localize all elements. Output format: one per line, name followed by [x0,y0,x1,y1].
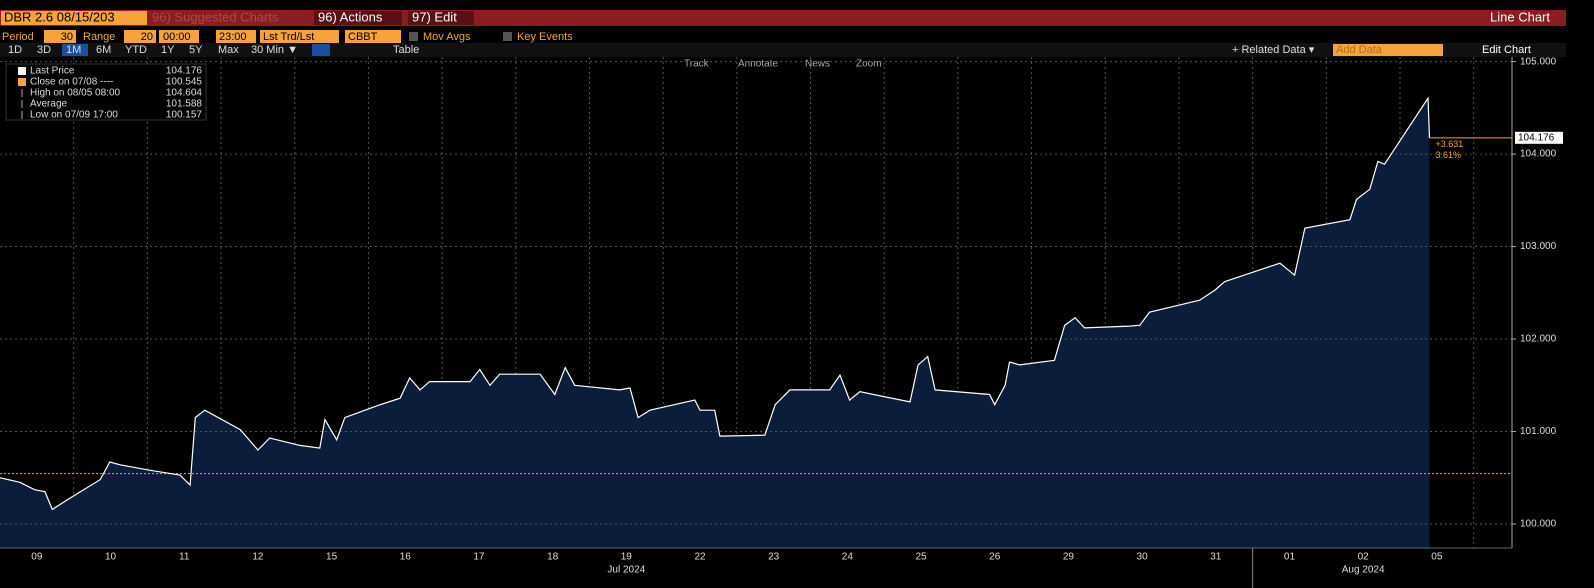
legend-label: Average [30,99,68,110]
interval[interactable]: 30 Min ▼ [251,44,298,56]
x-tick-label: 01 [1284,552,1296,563]
x-tick-label: 16 [400,552,412,563]
range-button[interactable]: 1M [66,44,81,56]
button-bg [62,44,88,56]
end-time[interactable]: 23:00 [219,31,247,43]
x-tick-label: 19 [621,552,633,563]
range[interactable]: 20 [141,31,153,43]
menu[interactable]: 96) Actions [318,9,383,24]
legend-value: 100.157 [166,110,203,121]
legend-swatch [18,78,26,86]
label: Period [2,31,34,43]
range-button[interactable]: 3D [37,44,51,56]
x-tick-label: 23 [768,552,780,563]
label: Range [83,31,115,43]
legend-swatch [18,67,26,75]
field[interactable]: Lst Trd/Lst [263,31,314,43]
x-tick-label: 09 [31,552,43,563]
legend-value: 101.588 [166,99,203,110]
chart-kind: Line Chart [1490,9,1550,24]
input-box [124,30,156,43]
x-tick-label: 17 [473,552,485,563]
x-tick-label: 22 [694,552,706,563]
x-tick-label: 11 [179,552,190,563]
change-pct: 3.61% [1435,150,1461,160]
checkbox[interactable] [409,32,418,41]
ticker-box [1,11,147,25]
period[interactable]: 30 [61,31,73,43]
x-tick-label: 05 [1431,552,1443,563]
month-label: Aug 2024 [1342,565,1385,576]
legend-label: Close on 07/08 ---- [30,77,113,88]
range-button[interactable]: 1D [8,44,22,56]
ticker: DBR 2.6 08/15/203 [4,9,115,24]
y-tick-label: 103.000 [1520,241,1557,252]
source[interactable]: CBBT [348,31,378,43]
x-tick-label: 31 [1210,552,1222,563]
y-tick-label: 100.000 [1520,519,1557,530]
legend-value: 104.176 [166,66,203,77]
range-button[interactable]: 5Y [189,44,203,56]
input-box [159,30,199,43]
month-label: Jul 2024 [607,565,645,576]
y-tick-label: 105.000 [1520,56,1557,67]
input-box [260,30,339,43]
chart-tool[interactable]: Zoom [856,59,882,70]
table[interactable]: Table [393,44,419,56]
y-tick-label: 101.000 [1520,426,1557,437]
y-tick-label: 104.000 [1520,149,1557,160]
input-box [345,30,401,43]
range-button[interactable]: 6M [96,44,111,56]
input-box [44,30,76,43]
menu[interactable]: 97) Edit [412,9,457,24]
change: +3.631 [1435,139,1463,149]
menu-bg [408,11,474,25]
chart-tool[interactable]: Track [684,59,710,70]
range-button[interactable]: Max [218,44,239,56]
price-line [0,96,1431,511]
related-data[interactable]: + Related Data ▾ [1232,44,1315,56]
x-tick-label: 24 [842,552,854,563]
x-tick-label: 15 [326,552,338,563]
checkbox[interactable] [503,32,512,41]
line-icon[interactable] [312,44,330,56]
x-tick-label: 25 [915,552,927,563]
x-tick-label: 18 [547,552,559,563]
last-label: 104.176 [1518,132,1555,143]
range-button[interactable]: 1Y [161,44,175,56]
input-box [216,30,256,43]
x-tick-label: 02 [1358,552,1370,563]
legend-label: Last Price [30,66,75,77]
menu-bg [314,11,402,25]
y-tick-label: 102.000 [1520,334,1557,345]
x-tick-label: 26 [989,552,1001,563]
toolbar [0,43,1566,57]
start-time[interactable]: 00:00 [163,31,191,43]
range-button[interactable]: YTD [125,44,147,56]
menu[interactable]: 96) Suggested Charts [152,9,279,24]
legend-value: 100.545 [166,77,203,88]
add-data[interactable]: Add Data [1336,44,1383,56]
legend-label: Low on 07/09 17:00 [30,110,118,121]
x-tick-label: 29 [1063,552,1075,563]
legend-box [5,63,207,121]
key-events[interactable]: Key Events [517,31,573,43]
x-tick-label: 10 [105,552,117,563]
legend-value: 104.604 [166,88,203,99]
input-box [1333,44,1443,56]
x-tick-label: 12 [252,552,264,563]
x-tick-label: 30 [1137,552,1149,563]
last-box [1515,131,1563,144]
area [0,98,1430,548]
mov-avgs[interactable]: Mov Avgs [423,31,471,43]
chart-tool[interactable]: Annotate [738,59,778,70]
edit-chart[interactable]: Edit Chart [1482,44,1531,56]
legend-label: High on 08/05 08:00 [30,88,121,99]
chart-tool[interactable]: News [805,59,830,70]
